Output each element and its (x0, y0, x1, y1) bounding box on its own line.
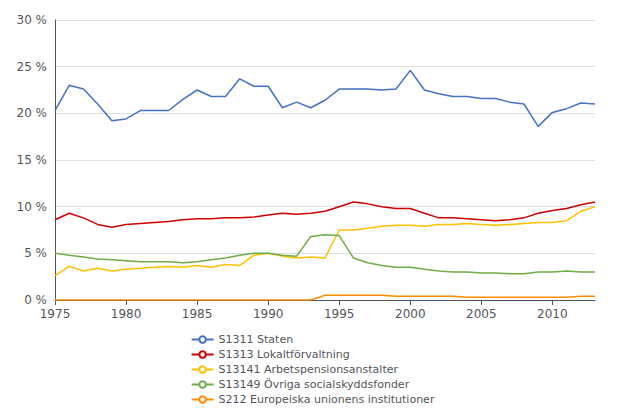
svg-text:S1313 Lokaltförvaltning: S1313 Lokaltförvaltning (219, 348, 350, 361)
svg-text:5 %: 5 % (24, 246, 47, 260)
svg-text:S13149 Övriga socialskyddsfond: S13149 Övriga socialskyddsfonder (219, 378, 410, 391)
svg-text:S212 Europeiska unionens insti: S212 Europeiska unionens institutioner (219, 393, 435, 406)
svg-text:2000: 2000 (395, 307, 426, 321)
svg-text:S1311 Staten: S1311 Staten (219, 333, 294, 346)
svg-text:0 %: 0 % (24, 293, 47, 307)
svg-text:2005: 2005 (466, 307, 497, 321)
svg-text:1980: 1980 (111, 307, 142, 321)
svg-text:1990: 1990 (253, 307, 284, 321)
svg-text:2010: 2010 (537, 307, 568, 321)
svg-text:1975: 1975 (40, 307, 71, 321)
svg-text:10 %: 10 % (17, 200, 48, 214)
svg-text:25 %: 25 % (17, 60, 48, 74)
svg-text:15 %: 15 % (17, 153, 48, 167)
svg-text:S13141 Arbetspensionsanstalter: S13141 Arbetspensionsanstalter (219, 363, 399, 376)
svg-text:30 %: 30 % (17, 13, 48, 27)
svg-text:1985: 1985 (182, 307, 213, 321)
svg-text:20 %: 20 % (17, 106, 48, 120)
svg-text:1995: 1995 (324, 307, 355, 321)
